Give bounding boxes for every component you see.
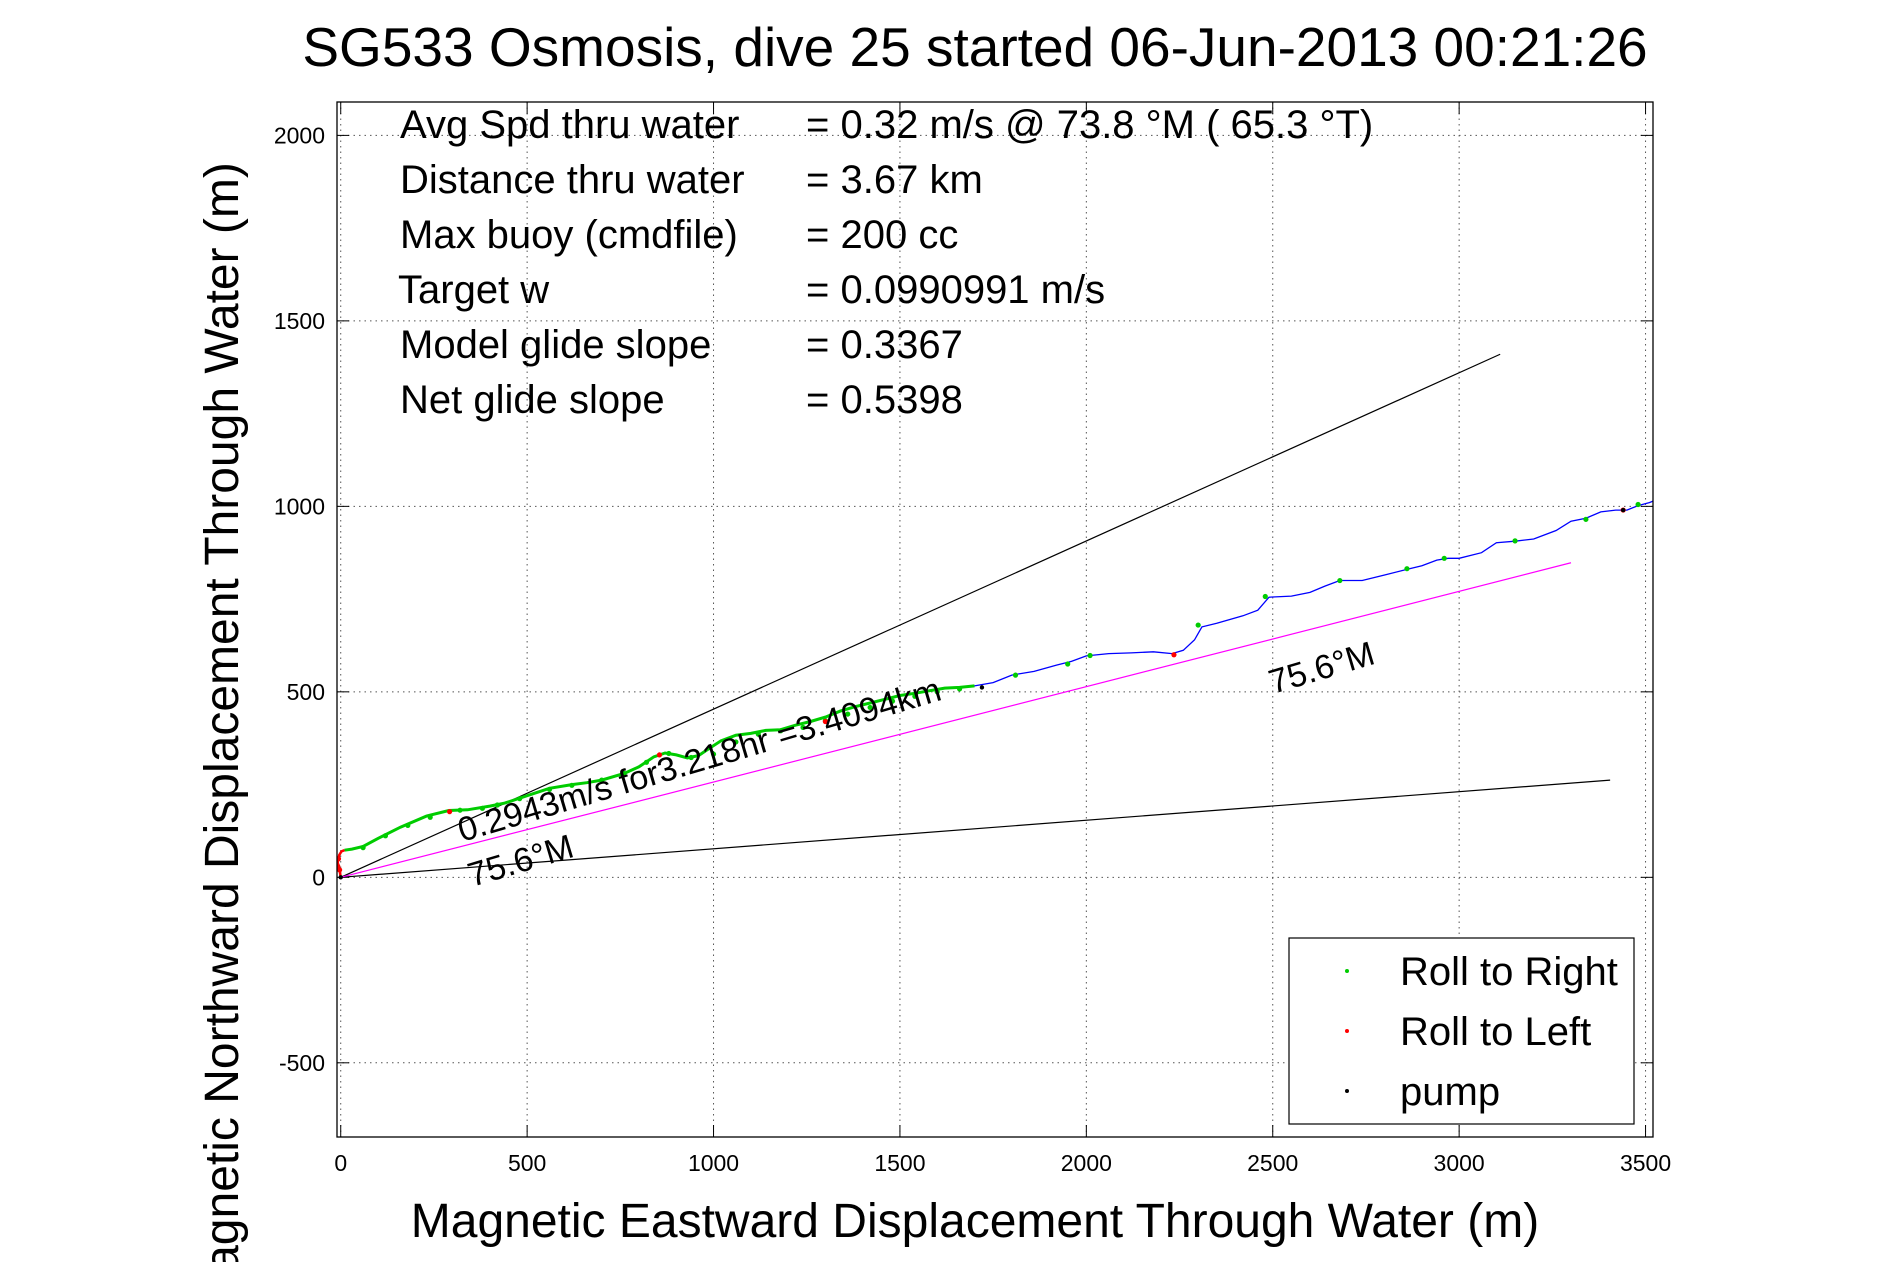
stat-label-target-w: Target w [398,268,549,312]
roll-right-marker [710,751,717,757]
y-tick-label: -500 [279,1050,325,1076]
pump-marker [1620,507,1626,513]
legend-marker-roll-left [1345,1029,1349,1033]
x-tick-label: 2500 [1247,1150,1298,1176]
legend-label-pump: pump [1400,1070,1500,1114]
stat-label-distance: Distance thru water [400,158,745,202]
roll-right-marker [688,754,694,761]
x-tick-label: 2000 [1061,1150,1112,1176]
stats-block: Avg Spd thru water = 0.32 m/s @ 73.8 °M … [398,103,1373,422]
roll-right-marker [494,802,500,808]
x-tick-label: 0 [334,1150,347,1176]
x-tick-label: 500 [508,1150,546,1176]
roll-left-marker [337,867,343,873]
roll-right-marker [1404,566,1410,572]
stat-value-distance: = 3.67 km [806,158,983,202]
stat-label-model-glide: Model glide slope [400,323,711,367]
legend-label-roll-right: Roll to Right [1400,950,1618,994]
roll-left-marker [337,856,342,862]
stat-value-avg-speed: = 0.32 m/s @ 73.8 °M ( 65.3 °T) [806,103,1373,147]
roll-right-marker [889,698,896,704]
stat-value-net-glide: = 0.5398 [806,378,963,422]
roll-right-marker [427,814,433,820]
roll-right-marker [755,731,761,737]
roll-right-marker [845,711,851,717]
roll-right-marker [569,782,575,788]
roll-right-marker [599,777,605,783]
roll-right-marker [934,689,940,695]
plot-data [337,353,1653,880]
x-tick-label: 1000 [688,1150,739,1176]
roll-right-marker [621,770,627,777]
stat-label-max-buoy: Max buoy (cmdfile) [400,213,738,257]
roll-right-marker [733,739,739,745]
roll-right-marker [643,759,650,765]
y-tick-label: 1500 [274,308,325,334]
roll-right-marker [1195,622,1201,628]
roll-right-marker [1337,577,1343,584]
plot-area: 0 500 1000 1500 2000 2500 3000 3500 -500 0 500 1000… [274,101,1671,1176]
legend-label-roll-left: Roll to Left [1400,1010,1591,1054]
y-tick-label: 1000 [274,493,325,519]
roll-right-marker [666,750,672,757]
x-tick-label: 3000 [1434,1150,1485,1176]
roll-right-marker [912,693,918,699]
roll-left-marker [446,809,453,815]
roll-right-marker [956,686,963,692]
roll-right-marker [546,786,553,793]
roll-right-marker [1012,672,1019,678]
roll-right-marker [1065,661,1071,667]
legend-marker-roll-right [1345,969,1349,973]
y-tick-label: 0 [312,864,325,890]
glide-slope-upper [340,353,1501,878]
roll-left-marker [656,752,663,758]
stat-value-model-glide: = 0.3367 [806,323,963,367]
legend: Roll to Right Roll to Left pump [1288,937,1635,1125]
roll-right-marker [1262,593,1268,600]
pump-marker [338,875,343,880]
stat-value-max-buoy: = 200 cc [806,213,958,257]
roll-right-marker [1441,555,1447,561]
roll-left-marker [1171,652,1177,658]
roll-right-marker [800,724,806,731]
x-tick-label: 1500 [874,1150,925,1176]
roll-right-marker [1087,652,1093,659]
roll-right-marker [479,805,485,811]
stat-label-avg-speed: Avg Spd thru water [400,103,739,147]
legend-marker-pump [1345,1089,1349,1093]
roll-left-marker [822,718,828,725]
chart-title: SG533 Osmosis, dive 25 started 06-Jun-20… [302,16,1647,78]
roll-right-marker [360,845,366,851]
roll-right-marker [1512,538,1518,544]
roll-right-marker [457,807,463,813]
axes-box [336,101,1654,1138]
roll-right-marker [405,822,411,828]
x-axis-label: Magnetic Eastward Displacement Through W… [411,1195,1539,1248]
y-tick-label: 500 [287,679,325,705]
glide-slope-lower [340,779,1611,878]
stat-value-target-w: = 0.0990991 m/s [806,268,1105,312]
pump-marker [979,685,985,690]
roll-right-marker [1635,501,1641,508]
roll-right-marker [1583,516,1589,522]
y-tick-label: 2000 [274,122,325,148]
x-tick-label: 3500 [1620,1150,1671,1176]
roll-right-marker [778,728,784,734]
heading-line [340,562,1572,878]
roll-right-marker [867,704,873,711]
roll-right-marker [517,796,523,802]
roll-right-marker [382,833,389,839]
stat-label-net-glide: Net glide slope [400,378,665,422]
y-axis-label: Magnetic Northward Displacement Through … [196,162,249,1262]
